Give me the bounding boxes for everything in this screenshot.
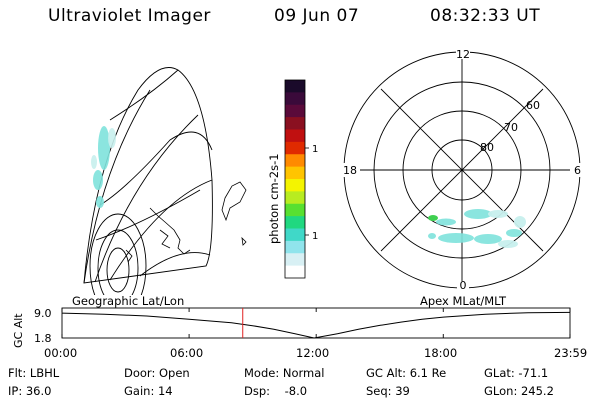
mode-status: Mode: Normal: [244, 366, 325, 380]
y-tick-1-8: 1.8: [34, 332, 52, 345]
mlat-label-70: 70: [504, 121, 518, 134]
geographic-map: [83, 67, 247, 295]
colorbar-tick-100: 100: [312, 144, 318, 155]
colorbar-cell: [285, 117, 305, 130]
colorbar-cell: [285, 80, 305, 93]
x-tick-1800: 18:00: [424, 346, 458, 360]
y-tick-9: 9.0: [34, 307, 52, 320]
colorbar-cell: [285, 129, 305, 143]
door-status: Door: Open: [124, 366, 190, 380]
mlt-label-12: 12: [456, 48, 470, 61]
mlat-label-60: 60: [526, 99, 540, 112]
y-axis-label: GC Alt: [12, 313, 25, 348]
mlt-label-6: 6: [574, 164, 581, 177]
glat-status: GLat: -71.1: [484, 366, 549, 380]
polar-plot: 12 18 6 0 60 70 80: [340, 48, 584, 292]
gc-alt-status: GC Alt: 6.1 Re: [366, 366, 447, 380]
colorbar-cell: [285, 203, 305, 217]
colorbar-cell: [285, 228, 305, 242]
colorbar-cell: [285, 253, 305, 267]
colorbar-cell: [285, 240, 305, 254]
mlt-label-18: 18: [343, 164, 357, 177]
colorbar-cell: [285, 141, 305, 155]
colorbar-cell: [285, 216, 305, 229]
glon-status: GLon: 245.2: [484, 384, 554, 398]
x-tick-2359: 23:59: [554, 346, 588, 360]
colorbar-cell: [285, 104, 305, 118]
instrument-title: Ultraviolet Imager: [48, 6, 211, 26]
altitude-line: [61, 311, 570, 339]
colorbar-cell: [285, 166, 305, 180]
colorbar-cell: [285, 191, 305, 205]
gain-status: Gain: 14: [124, 384, 173, 398]
x-tick-0600: 06:00: [170, 346, 204, 360]
colorbar-cell: [285, 154, 305, 168]
date-label: 09 Jun 07: [274, 6, 360, 26]
mlat-label-80: 80: [480, 141, 494, 154]
altitude-chart: GC Alt 9.0 1.8: [12, 307, 571, 348]
seq-status: Seq: 39: [366, 384, 410, 398]
colorbar: 100 10 photon cm-2s-1: [267, 79, 318, 279]
colorbar-cell: [285, 265, 305, 279]
filter-status: Flt: LBHL: [8, 366, 60, 380]
x-tick-1200: 12:00: [296, 346, 330, 360]
time-label: 08:32:33 UT: [430, 6, 541, 26]
geographic-label: Geographic Lat/Lon: [72, 294, 185, 308]
colorbar-label: photon cm-2s-1: [267, 153, 281, 244]
colorbar-cell: [285, 179, 305, 192]
colorbar-cell: [285, 92, 305, 106]
colorbar-tick-10: 10: [312, 231, 318, 242]
apex-label: Apex MLat/MLT: [420, 294, 507, 308]
x-tick-0000: 00:00: [44, 346, 78, 360]
ip-status: IP: 36.0: [8, 384, 52, 398]
dsp-status: Dsp: -8.0: [244, 384, 308, 398]
mlt-label-0: 0: [460, 279, 467, 292]
